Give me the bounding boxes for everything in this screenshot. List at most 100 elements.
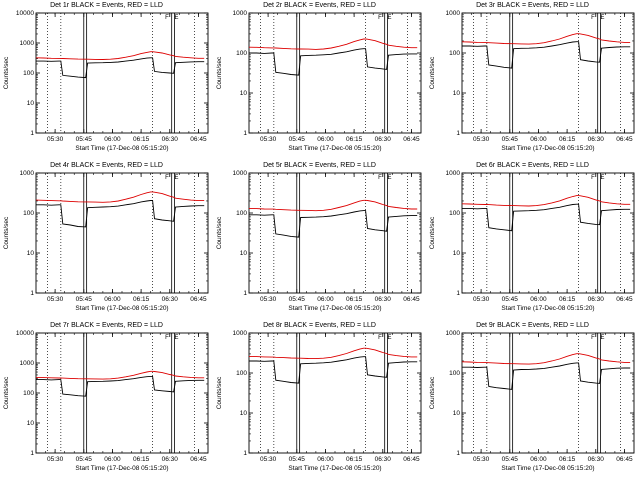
svg-text:05:30: 05:30 bbox=[260, 456, 277, 463]
panel-title: Det 1r BLACK = Events, RED = LLD bbox=[50, 2, 163, 9]
svg-text:1000: 1000 bbox=[446, 330, 461, 337]
svg-text:Counts/sec: Counts/sec bbox=[216, 376, 223, 409]
svg-text:F: F bbox=[378, 175, 382, 181]
svg-text:100: 100 bbox=[23, 210, 34, 217]
svg-text:E: E bbox=[387, 335, 391, 341]
chart-canvas: F E 1 10 100 1000 05:30 05:45 06:00 06:15 06:30 06:… bbox=[3, 170, 209, 312]
svg-text:100: 100 bbox=[449, 210, 460, 217]
svg-text:1000: 1000 bbox=[446, 170, 461, 177]
svg-text:06:00: 06:00 bbox=[317, 456, 334, 463]
svg-text:F: F bbox=[378, 15, 382, 21]
svg-text:10: 10 bbox=[27, 250, 35, 257]
chart-canvas: F E 1 10 100 1000 05:30 05:45 06:00 06:15 06:30 06:… bbox=[216, 170, 422, 312]
svg-text:05:30: 05:30 bbox=[47, 456, 64, 463]
svg-text:Counts/sec: Counts/sec bbox=[429, 216, 436, 249]
svg-text:10: 10 bbox=[27, 420, 35, 427]
svg-text:Start Time (17-Dec-08 05:15:20: Start Time (17-Dec-08 05:15:20) bbox=[75, 465, 168, 472]
svg-text:06:30: 06:30 bbox=[375, 296, 392, 303]
panel-det-4r: Det 4r BLACK = Events, RED = LLD F E 1 10 10… bbox=[0, 160, 213, 320]
svg-text:05:45: 05:45 bbox=[76, 456, 93, 463]
svg-text:F: F bbox=[591, 15, 595, 21]
svg-text:100: 100 bbox=[23, 70, 34, 77]
panel-title: Det 6r BLACK = Events, RED = LLD bbox=[476, 162, 589, 169]
svg-text:1000: 1000 bbox=[20, 40, 35, 47]
svg-text:06:45: 06:45 bbox=[616, 456, 633, 463]
svg-text:F: F bbox=[165, 335, 169, 341]
svg-text:Start Time (17-Dec-08 05:15:20: Start Time (17-Dec-08 05:15:20) bbox=[288, 305, 381, 312]
svg-text:E: E bbox=[387, 15, 391, 21]
panel-title: Det 5r BLACK = Events, RED = LLD bbox=[263, 162, 376, 169]
panel-det-7r: Det 7r BLACK = Events, RED = LLD F E 1 10 10… bbox=[0, 320, 213, 480]
chart-canvas: F E 1 10 100 1000 05:30 05:45 06:00 06:15 06:30 06:… bbox=[216, 330, 422, 472]
svg-text:10: 10 bbox=[27, 100, 35, 107]
svg-text:1: 1 bbox=[30, 450, 34, 457]
svg-text:100: 100 bbox=[236, 210, 247, 217]
panel-det-3r: Det 3r BLACK = Events, RED = LLD F E 1 10 10… bbox=[426, 0, 639, 160]
svg-text:1: 1 bbox=[456, 130, 460, 137]
chart-canvas: F E 1 10 100 1000 05:30 05:45 06:00 06:15 06:30 06:… bbox=[216, 10, 422, 152]
svg-text:05:45: 05:45 bbox=[289, 456, 306, 463]
svg-text:1000: 1000 bbox=[233, 330, 248, 337]
svg-text:06:30: 06:30 bbox=[162, 456, 179, 463]
svg-text:1000: 1000 bbox=[233, 10, 248, 17]
panel-title: Det 2r BLACK = Events, RED = LLD bbox=[263, 2, 376, 9]
svg-text:06:30: 06:30 bbox=[588, 296, 605, 303]
svg-text:1000: 1000 bbox=[233, 170, 248, 177]
panel-title: Det 7r BLACK = Events, RED = LLD bbox=[50, 322, 163, 329]
svg-text:06:30: 06:30 bbox=[588, 136, 605, 143]
svg-text:Start Time (17-Dec-08 05:15:20: Start Time (17-Dec-08 05:15:20) bbox=[288, 145, 381, 152]
svg-text:06:15: 06:15 bbox=[346, 456, 363, 463]
chart-canvas: F E 1 10 100 1000 05:30 05:45 06:00 06:15 06:30 06:… bbox=[429, 10, 635, 152]
svg-text:05:45: 05:45 bbox=[289, 136, 306, 143]
chart-canvas: F E 1 10 100 1000 05:30 05:45 06:00 06:15 06:30 06:… bbox=[429, 170, 635, 312]
svg-text:Start Time (17-Dec-08 05:15:20: Start Time (17-Dec-08 05:15:20) bbox=[288, 465, 381, 472]
svg-text:06:45: 06:45 bbox=[616, 296, 633, 303]
svg-text:06:00: 06:00 bbox=[317, 136, 334, 143]
svg-text:06:45: 06:45 bbox=[616, 136, 633, 143]
svg-text:05:30: 05:30 bbox=[47, 296, 64, 303]
svg-text:05:30: 05:30 bbox=[47, 136, 64, 143]
panel-det-5r: Det 5r BLACK = Events, RED = LLD F E 1 10 10… bbox=[213, 160, 426, 320]
panel-det-1r: Det 1r BLACK = Events, RED = LLD F E 1 10 10… bbox=[0, 0, 213, 160]
svg-text:06:30: 06:30 bbox=[162, 136, 179, 143]
svg-text:Start Time (17-Dec-08 05:15:20: Start Time (17-Dec-08 05:15:20) bbox=[501, 145, 594, 152]
svg-text:1: 1 bbox=[456, 290, 460, 297]
svg-text:E: E bbox=[387, 175, 391, 181]
svg-text:06:00: 06:00 bbox=[104, 456, 121, 463]
svg-text:05:30: 05:30 bbox=[473, 296, 490, 303]
svg-text:F: F bbox=[165, 15, 169, 21]
svg-text:1: 1 bbox=[243, 130, 247, 137]
svg-text:E: E bbox=[174, 175, 178, 181]
svg-text:Counts/sec: Counts/sec bbox=[3, 376, 10, 409]
svg-text:F: F bbox=[591, 175, 595, 181]
svg-text:06:30: 06:30 bbox=[375, 136, 392, 143]
svg-text:06:00: 06:00 bbox=[530, 296, 547, 303]
panel-title: Det 9r BLACK = Events, RED = LLD bbox=[476, 322, 589, 329]
svg-text:06:15: 06:15 bbox=[133, 136, 150, 143]
svg-text:100: 100 bbox=[449, 370, 460, 377]
svg-text:05:45: 05:45 bbox=[289, 296, 306, 303]
svg-text:1000: 1000 bbox=[20, 170, 35, 177]
panel-title: Det 4r BLACK = Events, RED = LLD bbox=[50, 162, 163, 169]
svg-text:Start Time (17-Dec-08 05:15:20: Start Time (17-Dec-08 05:15:20) bbox=[501, 305, 594, 312]
svg-text:1: 1 bbox=[30, 130, 34, 137]
svg-text:100: 100 bbox=[236, 50, 247, 57]
svg-text:Start Time (17-Dec-08 05:15:20: Start Time (17-Dec-08 05:15:20) bbox=[75, 145, 168, 152]
svg-text:06:15: 06:15 bbox=[133, 296, 150, 303]
svg-text:06:45: 06:45 bbox=[190, 456, 207, 463]
svg-text:06:00: 06:00 bbox=[317, 296, 334, 303]
svg-text:1000: 1000 bbox=[20, 360, 35, 367]
svg-text:06:15: 06:15 bbox=[559, 456, 576, 463]
svg-text:05:45: 05:45 bbox=[502, 296, 519, 303]
svg-text:10: 10 bbox=[240, 250, 248, 257]
svg-text:E: E bbox=[174, 335, 178, 341]
chart-canvas: F E 1 10 100 1000 10000 05:30 05:45 06:00 06:15 06:… bbox=[3, 330, 209, 472]
svg-text:06:45: 06:45 bbox=[190, 296, 207, 303]
svg-text:Counts/sec: Counts/sec bbox=[429, 376, 436, 409]
svg-text:Counts/sec: Counts/sec bbox=[429, 56, 436, 89]
svg-text:F: F bbox=[165, 175, 169, 181]
svg-text:E: E bbox=[174, 15, 178, 21]
svg-text:06:30: 06:30 bbox=[375, 456, 392, 463]
svg-text:06:45: 06:45 bbox=[190, 136, 207, 143]
